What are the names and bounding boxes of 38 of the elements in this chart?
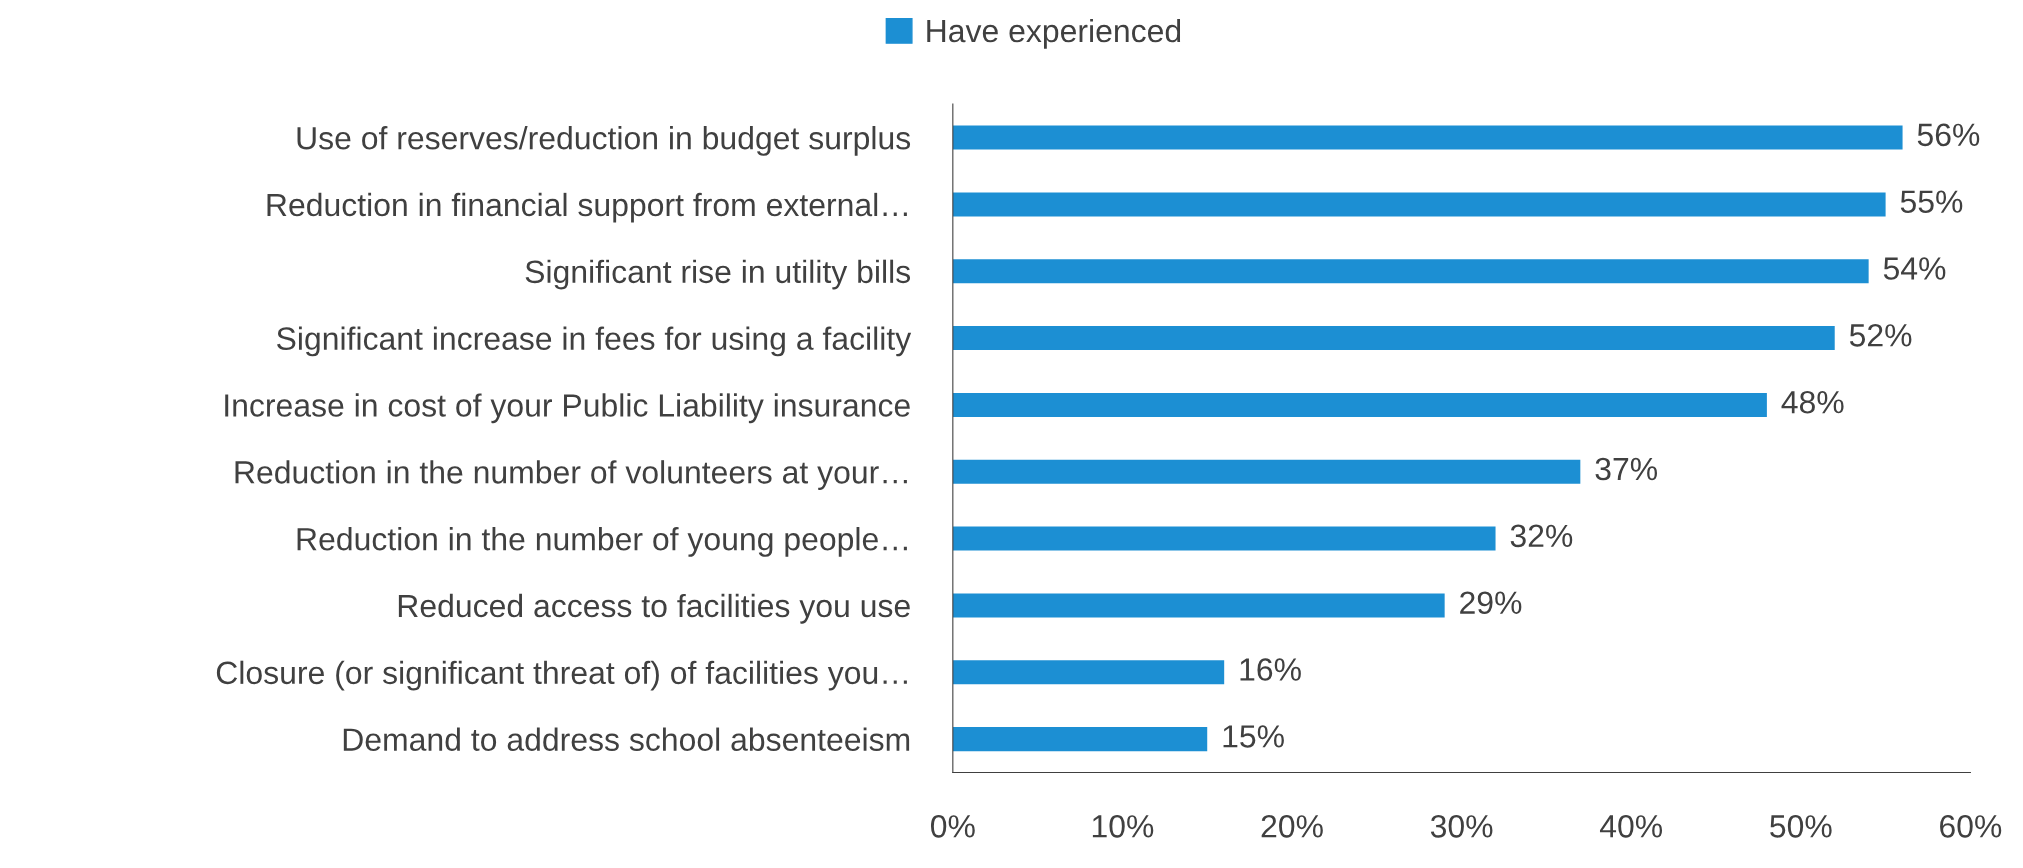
x-tick-label: 40% [1599, 815, 1663, 838]
y-tick-label: Reduction in the number of volunteers at your… [235, 460, 907, 490]
data-label: 16% [1240, 658, 1301, 681]
data-label: 55% [1900, 190, 1963, 213]
data-label: 54% [1883, 257, 1946, 280]
bar [952, 727, 1208, 752]
data-label: 48% [1781, 390, 1844, 414]
x-tick-label: 20% [1261, 815, 1323, 838]
x-tick-label: 30% [1430, 815, 1493, 838]
legend-label: Have experienced [927, 18, 1181, 49]
y-tick-label: Significant rise in utility bills [525, 259, 911, 290]
bar [952, 192, 1886, 217]
bar [952, 459, 1581, 484]
y-tick-label: Reduced access to facilities you use [398, 593, 910, 624]
data-label: 56% [1917, 123, 1980, 147]
data-label: 15% [1223, 725, 1284, 748]
y-tick-label: Reduction in the number of young people… [297, 527, 907, 557]
bar [952, 593, 1445, 618]
y-tick-label: Demand to address school absenteeism [343, 727, 910, 751]
bar [952, 660, 1225, 685]
data-label: 29% [1460, 591, 1522, 615]
y-tick-label: Use of reserves/reduction in budget surplus [297, 126, 911, 156]
bar [952, 259, 1869, 284]
y-tick-label: Significant increase in fees for using a facility [276, 326, 912, 357]
y-tick-label: Increase in cost of your Public Liability insurance [225, 393, 910, 424]
data-label: 32% [1510, 524, 1573, 548]
x-tick-label: 0% [931, 815, 975, 838]
bar [952, 326, 1835, 351]
y-tick-label: Reduction in financial support from external… [267, 192, 907, 223]
x-tick-label: 10% [1092, 815, 1154, 838]
data-label: 37% [1595, 457, 1658, 481]
y-tick-label: Closure (or significant threat of) of facilities you… [216, 660, 907, 691]
bar [952, 526, 1496, 551]
x-tick-label: 60% [1940, 815, 2002, 838]
bar [952, 392, 1767, 417]
data-label: 52% [1849, 324, 1912, 347]
x-tick-label: 50% [1770, 815, 1832, 838]
bar [952, 125, 1903, 150]
